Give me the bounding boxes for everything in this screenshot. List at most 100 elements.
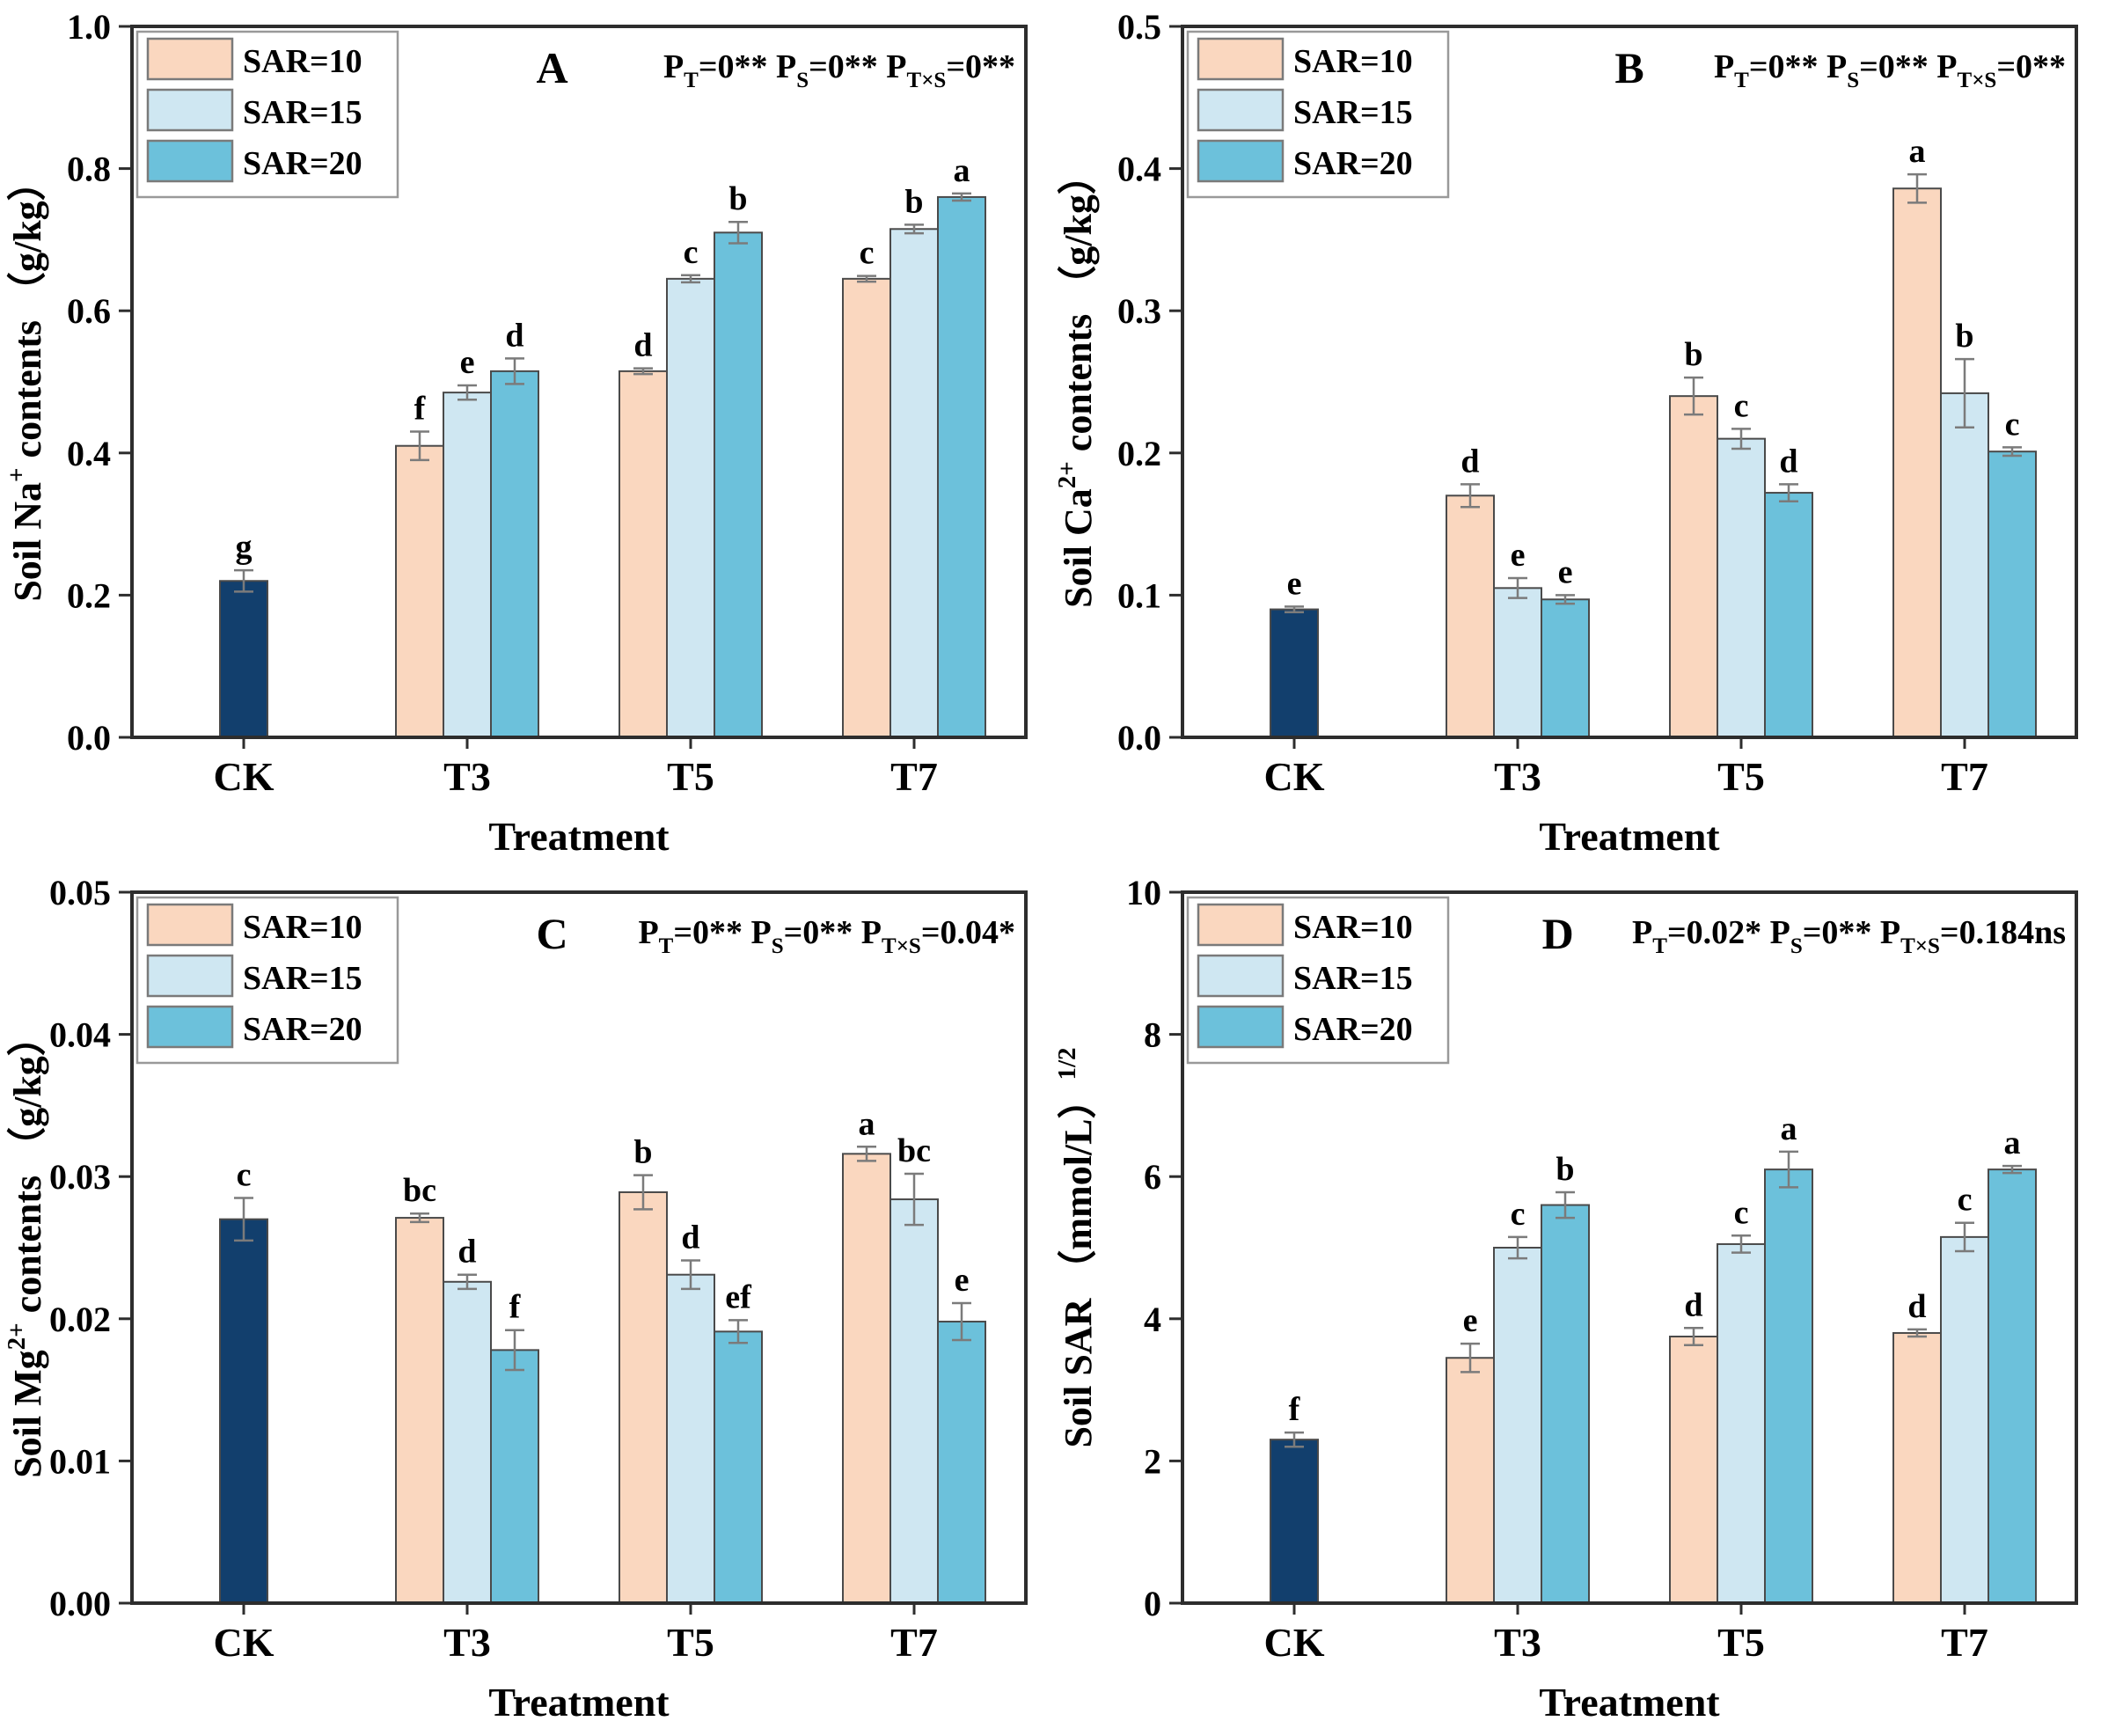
sig-letter: b — [728, 180, 747, 217]
bar — [619, 1190, 668, 1604]
sig-letter: b — [633, 1134, 652, 1171]
sig-letter: c — [2005, 406, 2020, 443]
sig-letter: bc — [897, 1132, 931, 1169]
bar — [1270, 608, 1319, 738]
bar — [1717, 1242, 1766, 1604]
y-tick-label: 2 — [1144, 1441, 1161, 1481]
legend-swatch — [146, 954, 234, 998]
y-tick-label: 8 — [1144, 1015, 1161, 1055]
bar — [1764, 1168, 1813, 1604]
panel-c-chart: cCKbcdfT3bdefT5abceT70.000.010.020.030.0… — [0, 866, 1050, 1732]
panel-letter: C — [536, 909, 567, 958]
x-tick-label: T5 — [1717, 1620, 1765, 1665]
bar — [889, 228, 939, 738]
bar — [1493, 587, 1542, 738]
sig-letter: f — [509, 1289, 522, 1326]
legend-swatch — [146, 139, 234, 183]
bar — [395, 1217, 444, 1604]
legend: SAR=10 SAR=15 SAR=20 — [1186, 30, 1450, 199]
sig-letter: bc — [403, 1172, 436, 1209]
x-tick-label: T7 — [890, 1620, 938, 1665]
x-tick-label: T5 — [1717, 754, 1765, 799]
y-tick-label: 0 — [1144, 1584, 1161, 1623]
y-tick-label: 0.0 — [1117, 718, 1161, 758]
sig-letter: e — [1463, 1302, 1478, 1339]
legend-label: SAR=15 — [243, 960, 362, 997]
x-tick-label: T3 — [1494, 1620, 1541, 1665]
legend-swatch — [1197, 903, 1285, 947]
x-tick-label: T3 — [1494, 754, 1541, 799]
y-tick-label: 0.4 — [67, 434, 111, 473]
sig-letter: d — [1684, 1286, 1702, 1323]
legend-label: SAR=20 — [1293, 1011, 1413, 1048]
bar — [1446, 494, 1495, 739]
bar — [714, 1330, 763, 1604]
sig-letter: a — [2004, 1124, 2021, 1161]
bar — [490, 1349, 539, 1604]
x-tick-label: CK — [214, 754, 275, 799]
legend-swatch — [146, 903, 234, 947]
sig-letter: d — [1907, 1288, 1926, 1325]
sig-letter: f — [1289, 1391, 1301, 1428]
x-axis-title: Treatment — [488, 814, 670, 859]
bar — [666, 1273, 715, 1604]
bar — [714, 231, 763, 738]
panel-d: f CK e c b T3 d c a T5 d c a T7 0 2 4 6 8 10 SAR=10 SAR=15 SAR… — [1050, 866, 2101, 1732]
bar — [490, 370, 539, 738]
bar — [619, 370, 668, 738]
panel-d-chart: fCKecbT3dcaT5dcaT70246810SAR=10SAR=15SAR… — [1050, 866, 2101, 1732]
bar — [937, 195, 986, 739]
sig-letter: c — [1511, 1196, 1526, 1233]
panel-b: e CK d e e T3 b c d T5 a b c T7 0.0 0.1 0.2 0.3 0.4 0.5 SAR=… — [1050, 0, 2101, 866]
legend-swatch — [1197, 1005, 1285, 1049]
y-tick-label: 0.6 — [67, 291, 111, 331]
y-tick-label: 0.2 — [1117, 434, 1161, 473]
sig-letter: c — [1958, 1182, 1973, 1219]
y-tick-label: 0.00 — [49, 1584, 111, 1623]
y-tick-label: 1.0 — [67, 7, 111, 47]
p-value-annotation: PT=0** PS=0** PT×S=0.04* — [638, 914, 1015, 958]
bar — [1764, 492, 1813, 738]
sig-letter: d — [681, 1220, 699, 1256]
legend-label: SAR=15 — [1293, 94, 1413, 131]
bar — [889, 1198, 939, 1604]
sig-letter: d — [1779, 443, 1797, 480]
sig-letter: c — [1734, 1194, 1749, 1231]
legend: SAR=10 SAR=15 SAR=20 — [135, 896, 399, 1065]
legend-swatch — [1197, 954, 1285, 998]
bar — [443, 392, 492, 738]
legend-swatch — [1197, 88, 1285, 132]
x-tick-label: CK — [214, 1620, 275, 1665]
y-axis-title: Soil Na+ contents （g/kg） — [3, 162, 49, 601]
x-tick-label: T5 — [667, 754, 714, 799]
legend: SAR=10 SAR=15 SAR=20 — [1186, 896, 1450, 1065]
panel-a-chart: gCKfedT3dcbT5cbaT70.00.20.40.60.81.0SAR=… — [0, 0, 1050, 866]
panel-letter: A — [536, 43, 567, 92]
legend-swatch — [1197, 37, 1285, 81]
bar — [842, 1153, 891, 1604]
y-tick-label: 0.02 — [49, 1300, 111, 1339]
bar — [1892, 1331, 1942, 1605]
legend-swatch — [1197, 139, 1285, 183]
sig-letter: e — [1287, 565, 1302, 602]
y-tick-label: 0.2 — [67, 575, 111, 615]
bar — [1541, 598, 1590, 738]
bar — [1717, 437, 1766, 738]
axis-box — [130, 890, 1028, 1605]
x-tick-label: T3 — [443, 1620, 491, 1665]
y-tick-label: 0.3 — [1117, 291, 1161, 331]
sig-letter: d — [458, 1234, 476, 1271]
sig-letter: b — [1955, 318, 1973, 355]
x-tick-label: T7 — [1941, 754, 1988, 799]
sig-letter: e — [460, 344, 475, 381]
y-tick-label: 0.03 — [49, 1157, 111, 1197]
sig-letter: a — [1781, 1110, 1797, 1147]
y-axis-title: Soil SAR （mmol/L）1/2 — [1053, 1047, 1100, 1447]
sig-letter: b — [904, 183, 923, 220]
y-tick-label: 0.0 — [67, 718, 111, 758]
legend-swatch — [146, 37, 234, 81]
bar — [1541, 1204, 1590, 1604]
bar — [1988, 1168, 2037, 1604]
